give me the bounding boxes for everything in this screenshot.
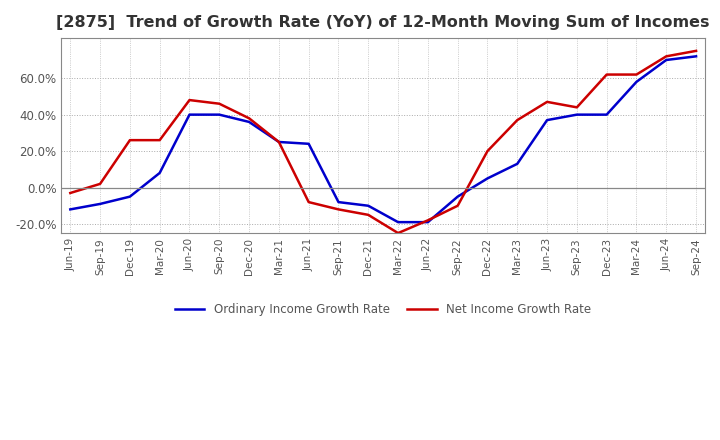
Net Income Growth Rate: [423, 218, 432, 223]
Net Income Growth Rate: [572, 105, 581, 110]
Ordinary Income Growth Rate: [185, 112, 194, 117]
Line: Ordinary Income Growth Rate: Ordinary Income Growth Rate: [71, 56, 696, 222]
Net Income Growth Rate: [632, 72, 641, 77]
Net Income Growth Rate: [364, 212, 373, 217]
Net Income Growth Rate: [245, 116, 253, 121]
Ordinary Income Growth Rate: [215, 112, 224, 117]
Legend: Ordinary Income Growth Rate, Net Income Growth Rate: Ordinary Income Growth Rate, Net Income …: [170, 298, 596, 321]
Net Income Growth Rate: [274, 139, 283, 145]
Net Income Growth Rate: [96, 181, 104, 187]
Ordinary Income Growth Rate: [245, 119, 253, 125]
Net Income Growth Rate: [603, 72, 611, 77]
Net Income Growth Rate: [513, 117, 521, 123]
Net Income Growth Rate: [483, 148, 492, 154]
Net Income Growth Rate: [185, 97, 194, 103]
Ordinary Income Growth Rate: [603, 112, 611, 117]
Ordinary Income Growth Rate: [632, 79, 641, 84]
Ordinary Income Growth Rate: [364, 203, 373, 209]
Ordinary Income Growth Rate: [96, 201, 104, 206]
Net Income Growth Rate: [394, 231, 402, 236]
Ordinary Income Growth Rate: [125, 194, 134, 199]
Ordinary Income Growth Rate: [543, 117, 552, 123]
Ordinary Income Growth Rate: [513, 161, 521, 166]
Ordinary Income Growth Rate: [423, 220, 432, 225]
Ordinary Income Growth Rate: [572, 112, 581, 117]
Ordinary Income Growth Rate: [334, 199, 343, 205]
Net Income Growth Rate: [125, 138, 134, 143]
Ordinary Income Growth Rate: [454, 194, 462, 199]
Net Income Growth Rate: [215, 101, 224, 106]
Net Income Growth Rate: [454, 203, 462, 209]
Net Income Growth Rate: [66, 191, 75, 196]
Ordinary Income Growth Rate: [66, 207, 75, 212]
Ordinary Income Growth Rate: [274, 139, 283, 145]
Ordinary Income Growth Rate: [156, 170, 164, 176]
Ordinary Income Growth Rate: [662, 57, 670, 62]
Net Income Growth Rate: [305, 199, 313, 205]
Net Income Growth Rate: [334, 207, 343, 212]
Net Income Growth Rate: [662, 54, 670, 59]
Ordinary Income Growth Rate: [394, 220, 402, 225]
Net Income Growth Rate: [156, 138, 164, 143]
Ordinary Income Growth Rate: [692, 54, 701, 59]
Ordinary Income Growth Rate: [305, 141, 313, 147]
Ordinary Income Growth Rate: [483, 176, 492, 181]
Net Income Growth Rate: [543, 99, 552, 105]
Line: Net Income Growth Rate: Net Income Growth Rate: [71, 51, 696, 233]
Net Income Growth Rate: [692, 48, 701, 54]
Title: [2875]  Trend of Growth Rate (YoY) of 12-Month Moving Sum of Incomes: [2875] Trend of Growth Rate (YoY) of 12-…: [56, 15, 710, 30]
